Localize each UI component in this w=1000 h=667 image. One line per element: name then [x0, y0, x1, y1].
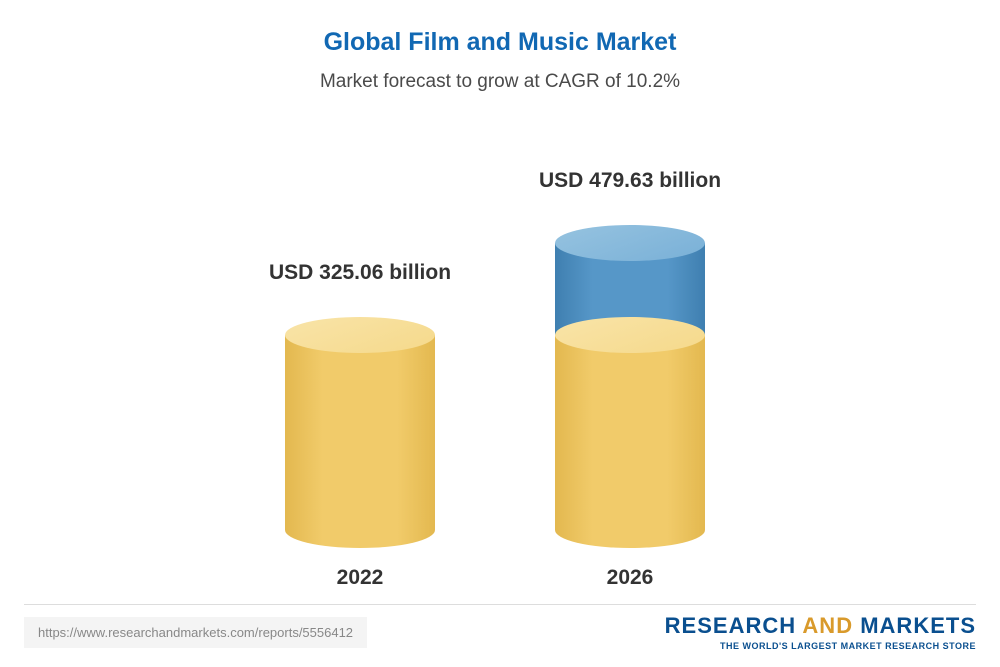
cylinder	[285, 335, 435, 530]
cylinder-top-ellipse	[555, 317, 705, 353]
cylinder-body	[555, 335, 705, 530]
cylinder-value-label: USD 479.63 billion	[520, 169, 740, 193]
cylinder-year-label: 2026	[540, 566, 720, 590]
brand-word-markets: MARKETS	[860, 613, 976, 638]
chart-subtitle: Market forecast to grow at CAGR of 10.2%	[0, 57, 1000, 93]
footer: https://www.researchandmarkets.com/repor…	[0, 607, 1000, 667]
source-url: https://www.researchandmarkets.com/repor…	[24, 617, 367, 648]
cylinder-top-ellipse	[555, 225, 705, 261]
brand-name: RESEARCH AND MARKETS	[665, 613, 976, 639]
chart-title: Global Film and Music Market	[0, 0, 1000, 57]
cylinder-top-ellipse	[285, 317, 435, 353]
footer-divider	[24, 604, 976, 605]
brand-word-and: AND	[802, 613, 853, 638]
chart-area: USD 325.06 billion2022USD 479.63 billion…	[0, 130, 1000, 550]
brand-word-research: RESEARCH	[665, 613, 796, 638]
brand-logo: RESEARCH AND MARKETS THE WORLD'S LARGEST…	[665, 613, 976, 651]
cylinder-segment	[285, 335, 435, 530]
cylinder-bottom-ellipse	[555, 512, 705, 548]
cylinder-year-label: 2022	[270, 566, 450, 590]
cylinder	[555, 243, 705, 530]
cylinder-bottom-ellipse	[285, 512, 435, 548]
brand-tagline: THE WORLD'S LARGEST MARKET RESEARCH STOR…	[665, 641, 976, 651]
cylinder-body	[285, 335, 435, 530]
cylinder-segment	[555, 335, 705, 530]
cylinder-value-label: USD 325.06 billion	[250, 261, 470, 285]
